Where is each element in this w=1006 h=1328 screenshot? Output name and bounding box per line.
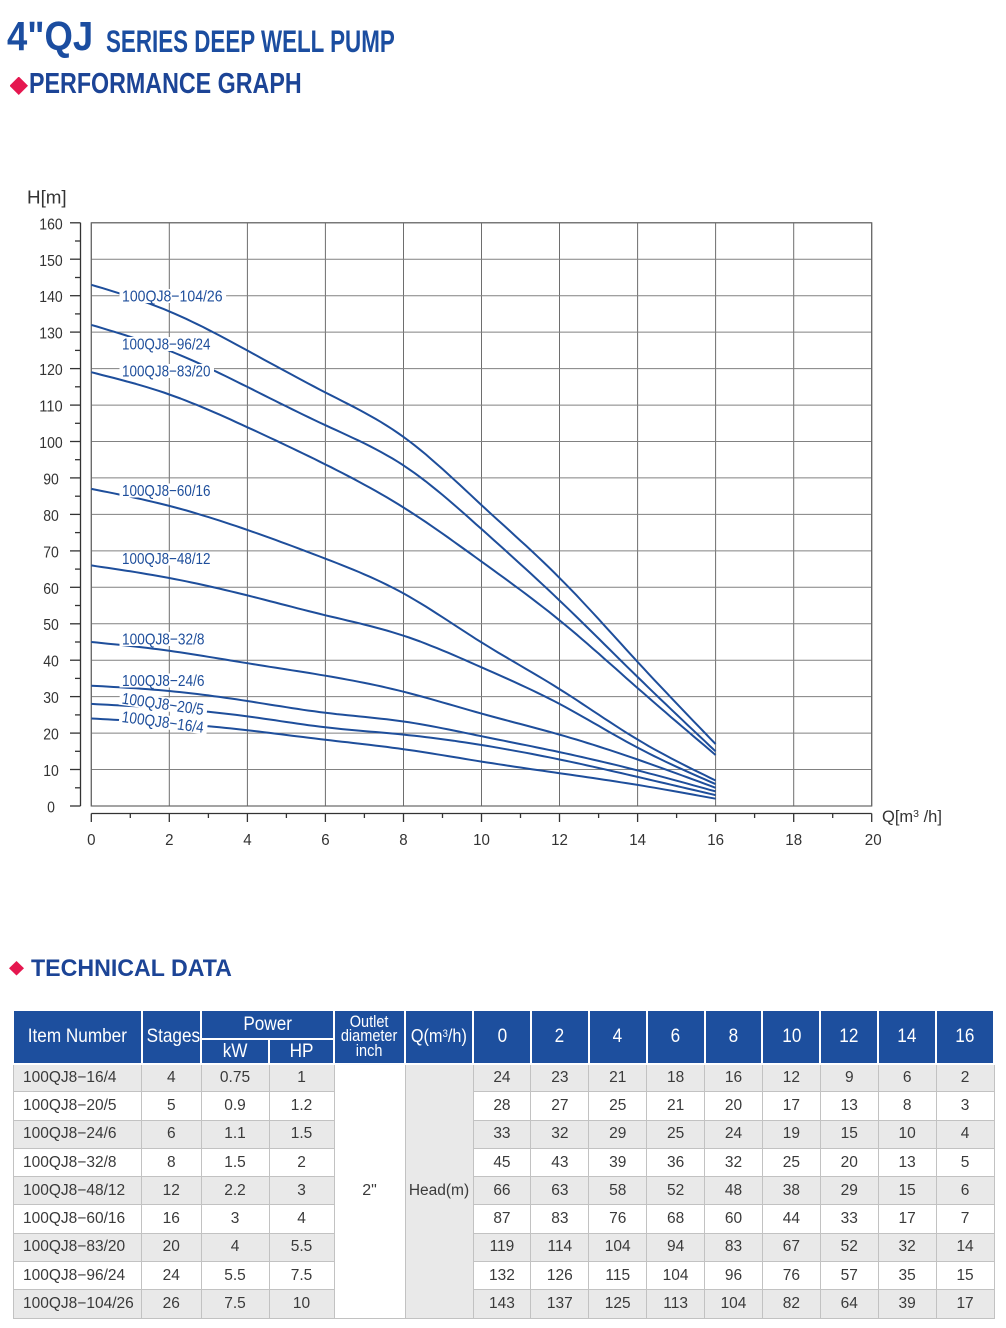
svg-text:70: 70 <box>43 544 59 561</box>
svg-text:140: 140 <box>39 289 62 306</box>
svg-text:100QJ8−32/8: 100QJ8−32/8 <box>122 632 205 649</box>
svg-text:100QJ8−96/24: 100QJ8−96/24 <box>122 337 211 354</box>
svg-text:20: 20 <box>865 832 882 849</box>
svg-text:60: 60 <box>43 581 59 598</box>
svg-text:150: 150 <box>39 253 62 270</box>
svg-text:90: 90 <box>43 471 59 488</box>
svg-text:100QJ8−24/6: 100QJ8−24/6 <box>122 673 205 690</box>
svg-text:40: 40 <box>43 654 59 671</box>
svg-text:6: 6 <box>321 832 329 849</box>
svg-text:80: 80 <box>43 508 59 525</box>
svg-text:12: 12 <box>551 832 568 849</box>
svg-text:0: 0 <box>47 800 55 817</box>
svg-text:8: 8 <box>399 832 407 849</box>
svg-text:100QJ8−60/16: 100QJ8−60/16 <box>122 483 211 500</box>
svg-text:10: 10 <box>43 763 59 780</box>
svg-text:10: 10 <box>473 832 490 849</box>
svg-text:18: 18 <box>785 832 802 849</box>
svg-text:100QJ8−83/20: 100QJ8−83/20 <box>122 364 211 381</box>
svg-text:4: 4 <box>243 832 251 849</box>
svg-text:30: 30 <box>43 690 59 707</box>
svg-text:160: 160 <box>39 216 62 233</box>
svg-text:20: 20 <box>43 727 59 744</box>
svg-text:0: 0 <box>87 832 95 849</box>
svg-text:120: 120 <box>39 362 62 379</box>
svg-text:H[m]: H[m] <box>27 187 67 208</box>
svg-text:Q[m3 /h]: Q[m3 /h] <box>882 808 942 826</box>
svg-text:50: 50 <box>43 617 59 634</box>
svg-text:100QJ8−104/26: 100QJ8−104/26 <box>122 289 223 306</box>
svg-text:2: 2 <box>165 832 173 849</box>
svg-text:110: 110 <box>39 399 62 416</box>
svg-text:16: 16 <box>707 832 724 849</box>
svg-text:100: 100 <box>39 435 62 452</box>
svg-text:14: 14 <box>629 832 646 849</box>
svg-text:100QJ8−48/12: 100QJ8−48/12 <box>122 551 211 568</box>
svg-text:130: 130 <box>39 326 62 343</box>
